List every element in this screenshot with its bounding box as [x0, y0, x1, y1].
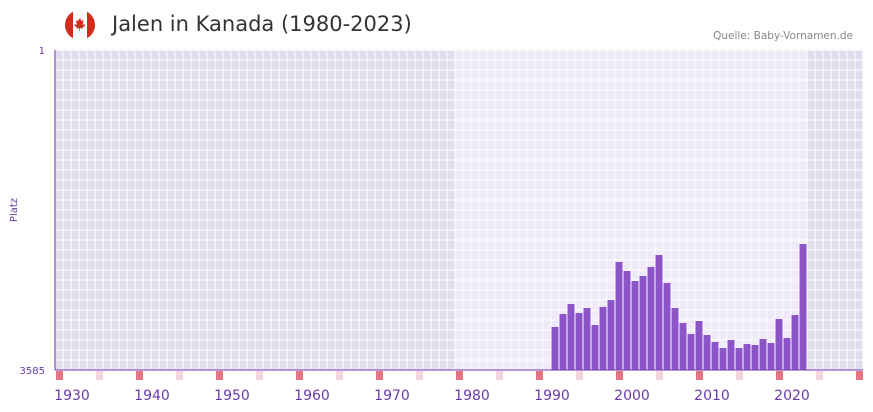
bar-2006 [679, 323, 687, 370]
y-axis-label: Platz [9, 198, 20, 222]
bar-1997 [607, 300, 615, 370]
x-tick-label: 2010 [694, 388, 730, 404]
decade-marker [696, 371, 703, 380]
bar-1990 [551, 326, 559, 370]
bar-2018 [775, 319, 783, 370]
bar-2012 [727, 340, 735, 370]
bar-1996 [599, 306, 607, 370]
mid-decade-marker [656, 371, 663, 380]
mid-decade-marker [336, 371, 343, 380]
canada-flag-icon [65, 10, 95, 44]
bar-1998 [615, 261, 623, 370]
mid-decade-marker [736, 371, 743, 380]
bar-2003 [655, 255, 663, 370]
page-title: Jalen in Kanada (1980-2023) [112, 12, 412, 36]
decade-marker [536, 371, 543, 380]
bar-1991 [559, 314, 567, 370]
decade-marker [136, 371, 143, 380]
bar-1993 [575, 313, 583, 370]
bar-2016 [759, 339, 767, 370]
bar-1999 [623, 270, 631, 370]
bar-1994 [583, 308, 591, 370]
decade-marker [56, 371, 63, 380]
mid-decade-marker [256, 371, 263, 380]
bar-2004 [663, 283, 671, 370]
mid-decade-marker [816, 371, 823, 380]
decade-marker [616, 371, 623, 380]
decade-marker [856, 371, 863, 380]
x-tick-label: 2020 [774, 388, 810, 404]
x-tick-label: 1940 [134, 388, 170, 404]
source-label: Quelle: Baby-Vornamen.de [713, 30, 853, 42]
bar-2013 [735, 348, 743, 370]
bar-2009 [703, 335, 711, 370]
y-tick-label: 1 [39, 46, 45, 57]
mid-decade-marker [176, 371, 183, 380]
bar-2010 [711, 341, 719, 370]
decade-marker [216, 371, 223, 380]
bar-2001 [639, 275, 647, 370]
x-tick-label: 1930 [54, 388, 90, 404]
mid-decade-marker [416, 371, 423, 380]
x-tick-label: 1990 [534, 388, 570, 404]
bar-2002 [647, 266, 655, 370]
bar-2008 [695, 320, 703, 370]
bar-2011 [719, 348, 727, 370]
x-tick-label: 1970 [374, 388, 410, 404]
bar-2007 [687, 334, 695, 370]
x-tick-label: 1950 [214, 388, 250, 404]
x-tick-label: 2000 [614, 388, 650, 404]
x-tick-label: 1960 [294, 388, 330, 404]
decade-marker [296, 371, 303, 380]
mid-decade-marker [496, 371, 503, 380]
bar-2017 [767, 343, 775, 370]
mid-decade-marker [576, 371, 583, 380]
decade-marker [376, 371, 383, 380]
bar-1995 [591, 325, 599, 370]
bar-2015 [751, 345, 759, 370]
bar-2020 [791, 315, 799, 370]
mid-decade-marker [96, 371, 103, 380]
bar-2019 [783, 338, 791, 370]
decade-marker [776, 371, 783, 380]
y-tick-label: 3585 [20, 366, 45, 377]
bar-1992 [567, 304, 575, 370]
bar-2021 [799, 244, 807, 370]
bar-2000 [631, 280, 639, 370]
x-tick-label: 1980 [454, 388, 490, 404]
bar-2014 [743, 344, 751, 370]
bar-2005 [671, 308, 679, 370]
decade-marker [456, 371, 463, 380]
